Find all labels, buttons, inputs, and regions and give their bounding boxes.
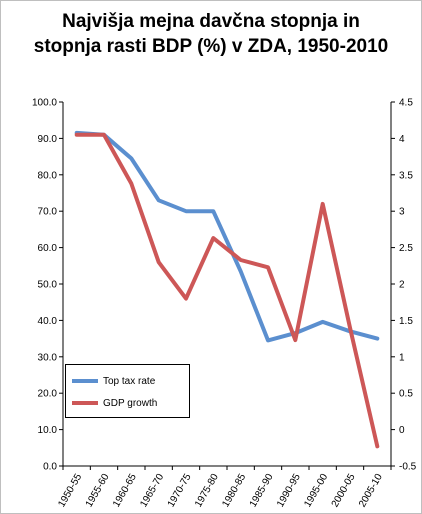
right-tick-label: 1 <box>399 352 405 363</box>
x-tick-label: 1995-00 <box>302 472 330 510</box>
right-tick-label: 1.5 <box>399 316 413 327</box>
legend-swatch-top-tax-rate <box>72 379 98 383</box>
right-tick-label: 2.5 <box>399 243 413 254</box>
left-tick-label: 20.0 <box>38 389 58 400</box>
right-tick-label: 2 <box>399 280 405 291</box>
left-tick-label: 60.0 <box>38 243 58 254</box>
x-tick-label: 1970-75 <box>166 472 194 510</box>
left-tick-label: 80.0 <box>38 170 58 181</box>
chart-title-line1: Najvišja mejna davčna stopnja in <box>62 11 360 32</box>
right-tick-label: 3.5 <box>399 170 413 181</box>
x-tick-label: 1985-90 <box>248 472 276 510</box>
x-tick-label: 1950-55 <box>56 472 84 510</box>
chart-title-line2: stopnja rasti BDP (%) v ZDA, 1950-2010 <box>33 36 389 57</box>
left-tick-label: 10.0 <box>38 425 58 436</box>
series-line-gdp-growth <box>74 132 380 449</box>
right-tick-label: 0 <box>399 425 405 436</box>
x-tick-label: 1980-85 <box>220 472 248 510</box>
x-tick-label: 2000-05 <box>330 472 358 510</box>
right-tick-label: -0.5 <box>399 462 417 473</box>
left-tick-label: 90.0 <box>38 134 58 145</box>
chart-title: Najvišja mejna davčna stopnja in stopnja… <box>1 9 421 59</box>
x-tick-label: 1975-80 <box>193 472 221 510</box>
x-tick-label: 1990-95 <box>275 472 303 510</box>
right-tick-label: 0.5 <box>399 389 413 400</box>
x-tick-label: 1955-60 <box>84 472 112 510</box>
series-line-top-tax-rate <box>74 130 380 343</box>
legend-label-gdp-growth: GDP growth <box>103 397 158 409</box>
right-tick-label: 4 <box>399 134 405 145</box>
x-tick-label: 1960-65 <box>111 472 139 510</box>
right-tick-label: 3 <box>399 207 405 218</box>
legend: Top tax rate GDP growth <box>65 364 190 418</box>
left-tick-label: 40.0 <box>38 316 58 327</box>
legend-label-top-tax-rate: Top tax rate <box>103 375 156 387</box>
left-tick-label: 100.0 <box>32 98 57 109</box>
right-tick-label: 4.5 <box>399 98 413 109</box>
x-tick-label: 2005-10 <box>357 472 385 510</box>
left-tick-label: 30.0 <box>38 352 58 363</box>
left-tick-label: 70.0 <box>38 207 58 218</box>
left-tick-label: 50.0 <box>38 280 58 291</box>
x-tick-label: 1965-70 <box>138 472 166 510</box>
legend-swatch-gdp-growth <box>72 401 98 405</box>
left-tick-label: 0.0 <box>43 462 57 473</box>
legend-item-gdp-growth: GDP growth <box>72 395 157 411</box>
legend-item-top-tax-rate: Top tax rate <box>72 373 155 389</box>
